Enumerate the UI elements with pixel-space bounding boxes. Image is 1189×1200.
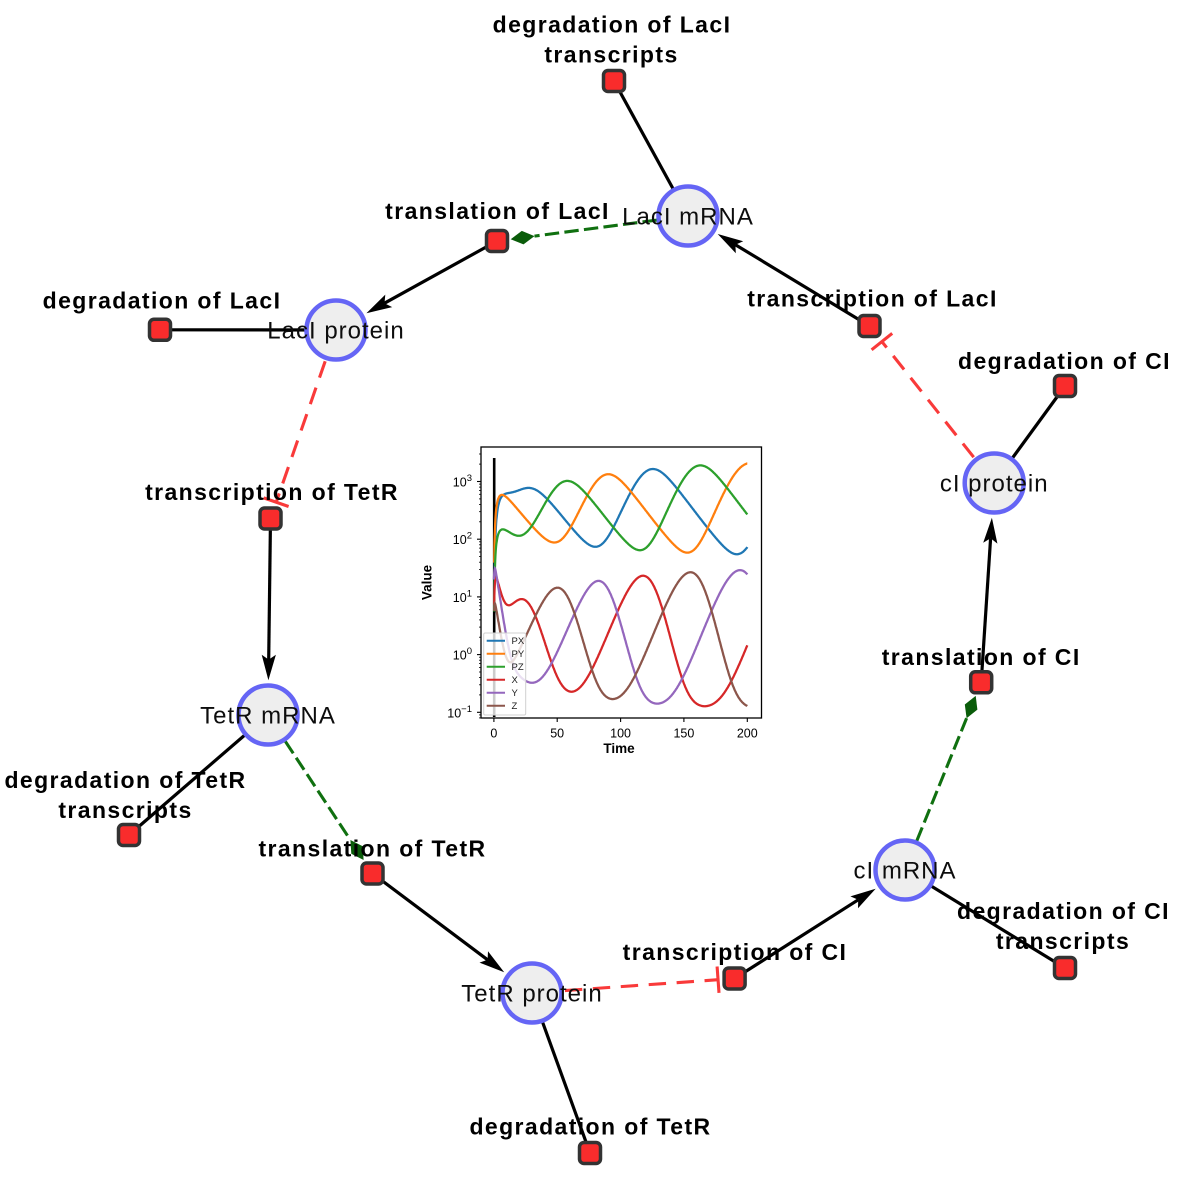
svg-text:150: 150	[673, 726, 694, 740]
svg-text:transcripts: transcripts	[58, 797, 192, 823]
svg-text:cI protein: cI protein	[940, 471, 1049, 498]
svg-text:LacI protein: LacI protein	[267, 318, 404, 345]
svg-text:degradation of CI: degradation of CI	[958, 348, 1171, 374]
svg-text:Time: Time	[603, 741, 635, 756]
svg-text:transcription of LacI: transcription of LacI	[747, 286, 997, 312]
svg-text:degradation of CI: degradation of CI	[957, 898, 1170, 924]
svg-text:translation of LacI: translation of LacI	[385, 198, 610, 224]
svg-text:PY: PY	[512, 649, 525, 660]
svg-text:200: 200	[737, 726, 758, 740]
svg-text:degradation of TetR: degradation of TetR	[469, 1113, 711, 1139]
svg-text:0: 0	[490, 726, 497, 740]
svg-text:Value: Value	[420, 564, 435, 600]
svg-text:PZ: PZ	[512, 662, 524, 673]
svg-text:PX: PX	[512, 636, 525, 647]
svg-text:Y: Y	[512, 688, 519, 699]
svg-text:degradation of LacI: degradation of LacI	[493, 12, 732, 38]
svg-text:translation of TetR: translation of TetR	[258, 836, 486, 862]
svg-text:100: 100	[610, 726, 631, 740]
svg-text:translation of CI: translation of CI	[882, 644, 1081, 670]
svg-text:TetR protein: TetR protein	[461, 981, 602, 1008]
svg-text:LacI mRNA: LacI mRNA	[622, 204, 754, 231]
svg-text:TetR mRNA: TetR mRNA	[200, 703, 336, 730]
svg-text:X: X	[512, 675, 519, 686]
svg-text:transcription of TetR: transcription of TetR	[145, 479, 399, 505]
svg-text:transcripts: transcripts	[544, 42, 678, 68]
svg-text:transcription of CI: transcription of CI	[623, 939, 848, 965]
svg-text:50: 50	[550, 726, 564, 740]
svg-text:transcripts: transcripts	[996, 928, 1130, 954]
svg-text:cI mRNA: cI mRNA	[854, 858, 957, 885]
svg-text:degradation of LacI: degradation of LacI	[43, 287, 282, 313]
svg-text:degradation of TetR: degradation of TetR	[4, 767, 246, 793]
svg-text:Z: Z	[512, 701, 518, 712]
